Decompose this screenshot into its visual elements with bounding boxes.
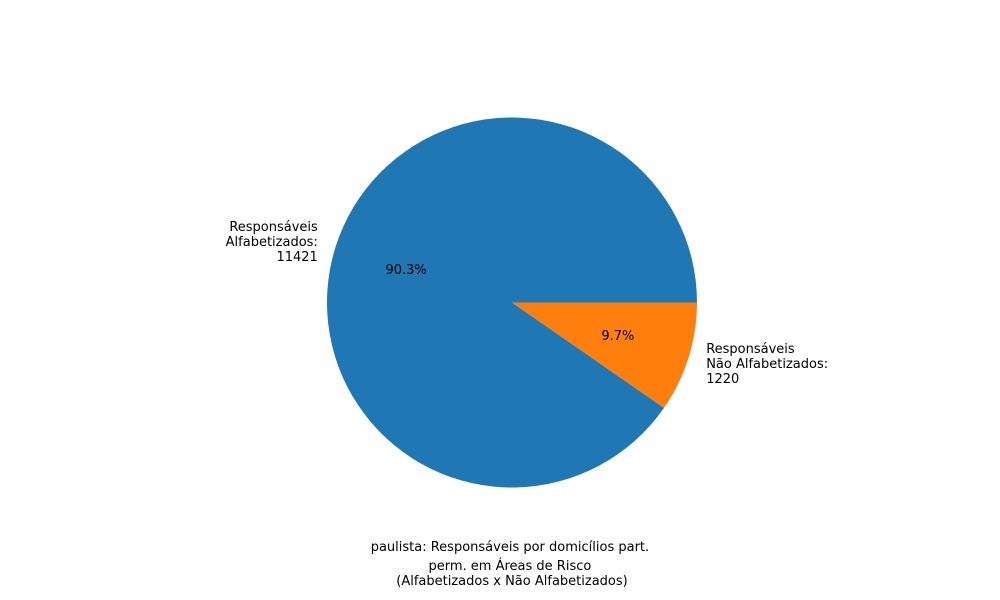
pie-slice-label-2-line-1: Responsáveis <box>706 342 795 357</box>
pie-slice-2 <box>512 302 697 408</box>
pie-slice-label-1: Responsáveis Alfabetizados: 11421 <box>226 220 318 265</box>
pie-slice-label-1-line-3: 11421 <box>276 250 317 265</box>
pie-percent-label-1: 90.3% <box>385 263 426 278</box>
pie-slice-label-2-line-3: 1220 <box>706 372 739 387</box>
chart-title: paulista: Responsáveis por domicílios pa… <box>371 540 654 589</box>
chart-title-line-3: (Alfabetizados x Não Alfabetizados) <box>396 574 627 589</box>
chart-title-line-1: paulista: Responsáveis por domicílios pa… <box>371 540 649 555</box>
pie-percent-label-2: 9.7% <box>601 329 634 344</box>
pie-slice-label-1-line-1: Responsáveis <box>229 220 318 235</box>
pie-labels: 90.3%Responsáveis Alfabetizados: 114219.7%… <box>226 220 828 387</box>
chart-title-line-2: perm. em Áreas de Risco <box>429 558 592 574</box>
pie-slice-label-1-line-2: Alfabetizados: <box>226 235 318 250</box>
pie-slice-1 <box>327 117 697 488</box>
pie-slice-label-2: Responsáveis Não Alfabetizados: 1220 <box>706 342 828 387</box>
pie-slices <box>327 117 697 488</box>
pie-slice-label-2-line-2: Não Alfabetizados: <box>706 357 828 372</box>
